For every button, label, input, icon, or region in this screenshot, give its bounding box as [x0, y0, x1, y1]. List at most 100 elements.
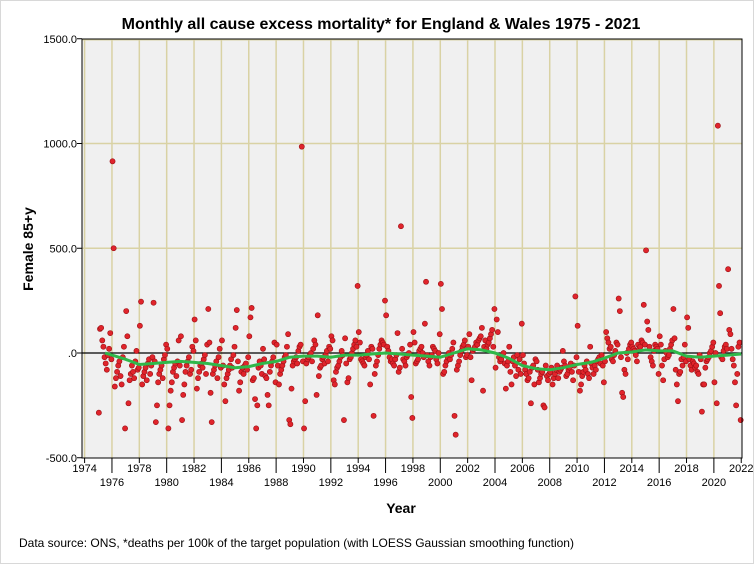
data-point [246, 333, 253, 340]
data-point [147, 371, 154, 377]
data-point [699, 408, 705, 415]
data-point [618, 354, 624, 361]
data-point [426, 362, 433, 369]
data-point [684, 314, 690, 321]
y-tick-label: -500.0 [46, 453, 77, 465]
data-point [640, 301, 647, 308]
data-point [729, 356, 736, 363]
data-point [138, 298, 144, 305]
x-tick-label: 1998 [401, 463, 425, 475]
data-point [331, 381, 338, 388]
data-point [655, 371, 662, 377]
x-tick-label: 1976 [100, 477, 124, 489]
data-point [131, 375, 138, 382]
data-point [139, 381, 146, 388]
data-point [533, 358, 540, 365]
data-point [710, 339, 717, 346]
data-point [355, 329, 362, 335]
x-tick-label: 1974 [72, 463, 96, 475]
data-point [411, 339, 418, 346]
data-point [736, 339, 743, 346]
data-point [670, 306, 677, 312]
data-point [369, 345, 376, 352]
data-point [152, 419, 159, 426]
data-point [367, 381, 374, 388]
data-point [508, 381, 515, 388]
data-point [437, 280, 444, 287]
data-point [570, 377, 576, 384]
x-tick-label: 2018 [674, 463, 698, 475]
data-point [270, 354, 277, 361]
data-point [345, 375, 352, 382]
data-point [266, 368, 273, 375]
data-point [114, 368, 120, 375]
data-point [301, 425, 307, 432]
data-point [728, 345, 735, 352]
data-point [302, 398, 309, 405]
data-point [233, 307, 240, 313]
x-tick-label: 2000 [428, 477, 452, 489]
data-point [415, 356, 421, 363]
data-point [219, 337, 225, 344]
data-point [716, 283, 722, 289]
x-tick-label: 2012 [592, 477, 616, 489]
data-point [493, 316, 500, 323]
data-point [391, 362, 398, 369]
data-point [480, 387, 486, 394]
data-point [108, 356, 115, 363]
data-point [506, 343, 513, 350]
data-point [466, 331, 473, 338]
data-point [702, 364, 709, 371]
data-point [671, 335, 678, 342]
data-point [117, 373, 124, 379]
data-point [449, 345, 456, 352]
data-point [111, 383, 118, 390]
data-point [123, 308, 130, 314]
y-tick-label: 1000.0 [43, 139, 77, 151]
data-point [341, 417, 347, 423]
data-point [230, 352, 237, 358]
x-tick-label: 2010 [565, 463, 589, 475]
data-point [343, 360, 350, 367]
y-tick-label: 1500.0 [43, 34, 77, 46]
data-point [192, 337, 199, 344]
data-point [248, 305, 255, 311]
data-point [436, 331, 443, 338]
data-point [176, 362, 183, 369]
data-point [660, 377, 667, 384]
data-point [394, 330, 401, 336]
data-point [201, 352, 208, 358]
data-point [136, 322, 143, 329]
data-point [181, 381, 188, 388]
data-point [309, 358, 315, 365]
data-point [399, 345, 405, 352]
data-point [409, 415, 416, 421]
data-point [154, 402, 160, 409]
gridlines [82, 39, 742, 458]
data-point [732, 379, 738, 386]
data-point [587, 343, 594, 350]
data-point [452, 431, 459, 438]
x-tick-label: 1978 [127, 463, 151, 475]
data-point [695, 371, 702, 377]
data-point [492, 364, 499, 371]
data-point [574, 322, 581, 329]
data-point [615, 295, 622, 302]
data-point [203, 371, 209, 377]
data-point [178, 333, 184, 340]
data-point [586, 375, 592, 382]
data-point [193, 385, 200, 392]
data-point [569, 368, 575, 375]
data-point [110, 245, 117, 252]
data-point [180, 391, 187, 398]
data-point [733, 402, 740, 409]
data-point [173, 373, 180, 379]
data-point [410, 329, 417, 335]
data-point [607, 343, 614, 350]
data-point [207, 389, 214, 396]
data-point [205, 306, 212, 312]
data-point [577, 387, 583, 394]
data-point [370, 412, 377, 419]
